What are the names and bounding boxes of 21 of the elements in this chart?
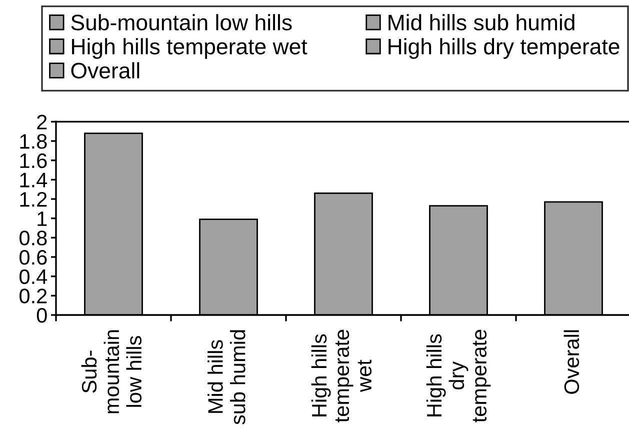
- y-tick-label: 0.4: [20, 269, 48, 284]
- y-tick-label: 1: [38, 212, 47, 226]
- y-tick-label: 1.2: [20, 192, 47, 207]
- legend-label: Sub-mountain low hills: [71, 14, 292, 30]
- legend-label: High hills dry temperate: [388, 38, 620, 59]
- x-tick-label: High hills dry temperate: [426, 330, 491, 422]
- y-tick-label: 2: [37, 114, 47, 130]
- y-tick-label: 0.8: [20, 230, 47, 246]
- y-tick-label: 0.6: [20, 250, 47, 265]
- y-tick-label: 0: [36, 308, 47, 323]
- x-tick-label: High hills temperate wet: [311, 330, 372, 422]
- y-tick-label: 1.6: [20, 153, 47, 168]
- x-tick-label: Overall: [564, 330, 580, 394]
- y-tick-label: 1.8: [20, 134, 47, 149]
- x-tick-label: Sub-mountain low hills: [81, 330, 142, 414]
- legend-label: Overall: [71, 62, 140, 79]
- x-tick-label: Mid hills sub humid: [208, 330, 246, 424]
- y-tick-label: 0.2: [20, 288, 47, 304]
- legend-label: High hills temperate wet: [72, 38, 308, 59]
- legend-label: Mid hills sub humid: [388, 14, 574, 30]
- y-tick-label: 1.4: [20, 172, 48, 188]
